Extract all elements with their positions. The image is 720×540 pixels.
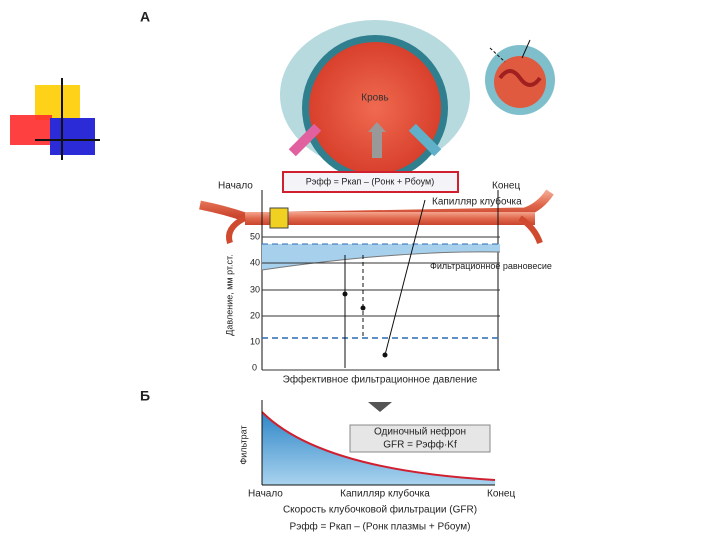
- y-tick: 10: [250, 336, 260, 346]
- box-formula: GFR = Pэфф·Kf: [383, 439, 457, 451]
- equilibrium-label: Фильтрационное равновесие: [430, 261, 552, 271]
- start-label: Начало: [248, 489, 283, 500]
- end-label: Конец: [487, 489, 515, 500]
- equilibrium-text: Фильтрационное равновесие: [430, 261, 552, 271]
- x-axis-label: Скорость клубочковой фильтрации (GFR): [283, 504, 477, 516]
- glomerulus: [280, 20, 470, 181]
- y-tick: 40: [250, 257, 260, 267]
- end-label: Конец: [492, 181, 520, 192]
- start-label: Начало: [218, 181, 253, 192]
- panel-label: А: [140, 9, 150, 25]
- y-tick: 0: [252, 362, 257, 372]
- y-axis-label: Давление, мм рт.ст.: [224, 254, 234, 335]
- nephron-icon: [485, 39, 555, 115]
- y-tick: 20: [250, 310, 260, 320]
- middle-label: Капилляр клубочка: [340, 488, 430, 500]
- formula: Pэфф = Pкап – (Pонк + Pбоум): [306, 176, 435, 186]
- y-tick: 30: [250, 284, 260, 294]
- arrow: [368, 402, 392, 412]
- formula: Pэфф = Pкап – (Pонк плазмы + Pбоум): [290, 521, 471, 533]
- capillary-label: Капилляр клубочка: [432, 196, 522, 208]
- box-title: Одиночный нефрон: [374, 426, 466, 438]
- capillary: [199, 189, 554, 370]
- blood-label: Кровь: [361, 93, 388, 104]
- gfr-graph: [261, 400, 496, 486]
- decoration: [10, 78, 100, 160]
- panel-label: Б: [140, 388, 150, 404]
- pressure-graph: [261, 199, 501, 371]
- y-tick: 50: [250, 231, 260, 241]
- formula-box: [282, 171, 459, 193]
- y-axis-label: Фильтрат: [238, 425, 248, 464]
- x-axis-label: Эффективное фильтрационное давление: [283, 374, 478, 386]
